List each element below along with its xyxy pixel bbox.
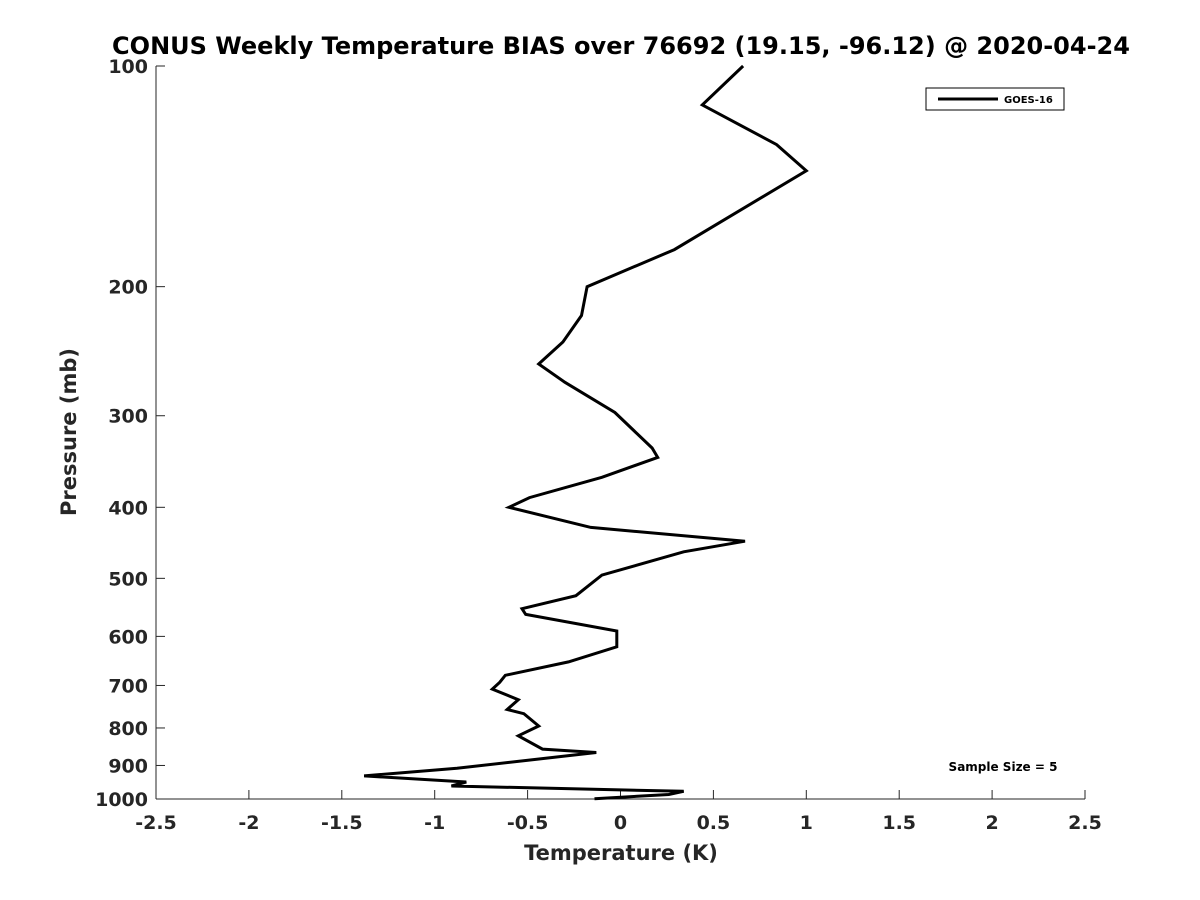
y-axis-ticks: 100 200 300 400 500 600 700 800 900 1000 — [95, 56, 165, 811]
x-tick-label: 2 — [985, 812, 998, 834]
y-tick-label: 100 — [108, 56, 148, 78]
x-tick-label: 1 — [800, 812, 813, 834]
y-tick-label: 1000 — [95, 789, 148, 811]
x-tick-label: 0 — [614, 812, 627, 834]
series-line-goes-16 — [363, 64, 809, 801]
sample-size-annotation: Sample Size = 5 — [949, 760, 1058, 774]
x-tick-label: 2.5 — [1068, 812, 1102, 834]
y-tick-label: 700 — [108, 675, 148, 697]
y-tick-label: 800 — [108, 718, 148, 740]
y-tick-label: 400 — [108, 497, 148, 519]
y-tick-label: 300 — [108, 406, 148, 428]
x-tick-label: 1.5 — [882, 812, 916, 834]
y-tick-label: 500 — [108, 568, 148, 590]
x-axis-ticks: -2.5 -2 -1.5 -1 -0.5 0 0.5 1 1.5 2 2.5 — [135, 790, 1102, 834]
y-axis-label: Pressure (mb) — [57, 348, 81, 516]
legend-label-goes16: GOES-16 — [1004, 95, 1053, 106]
y-tick-label: 200 — [108, 277, 148, 299]
y-tick-label: 900 — [108, 755, 148, 777]
plot-area — [156, 66, 1085, 799]
series-layer — [363, 64, 809, 801]
x-tick-label: -1 — [424, 812, 445, 834]
x-tick-label: -0.5 — [507, 812, 549, 834]
chart-title: CONUS Weekly Temperature BIAS over 76692… — [112, 32, 1130, 60]
x-tick-label: 0.5 — [697, 812, 731, 834]
y-tick-label: 600 — [108, 626, 148, 648]
x-axis-label: Temperature (K) — [524, 841, 718, 865]
x-tick-label: -2.5 — [135, 812, 177, 834]
legend: GOES-16 — [925, 87, 1065, 111]
x-tick-label: -2 — [238, 812, 259, 834]
x-tick-label: -1.5 — [321, 812, 363, 834]
